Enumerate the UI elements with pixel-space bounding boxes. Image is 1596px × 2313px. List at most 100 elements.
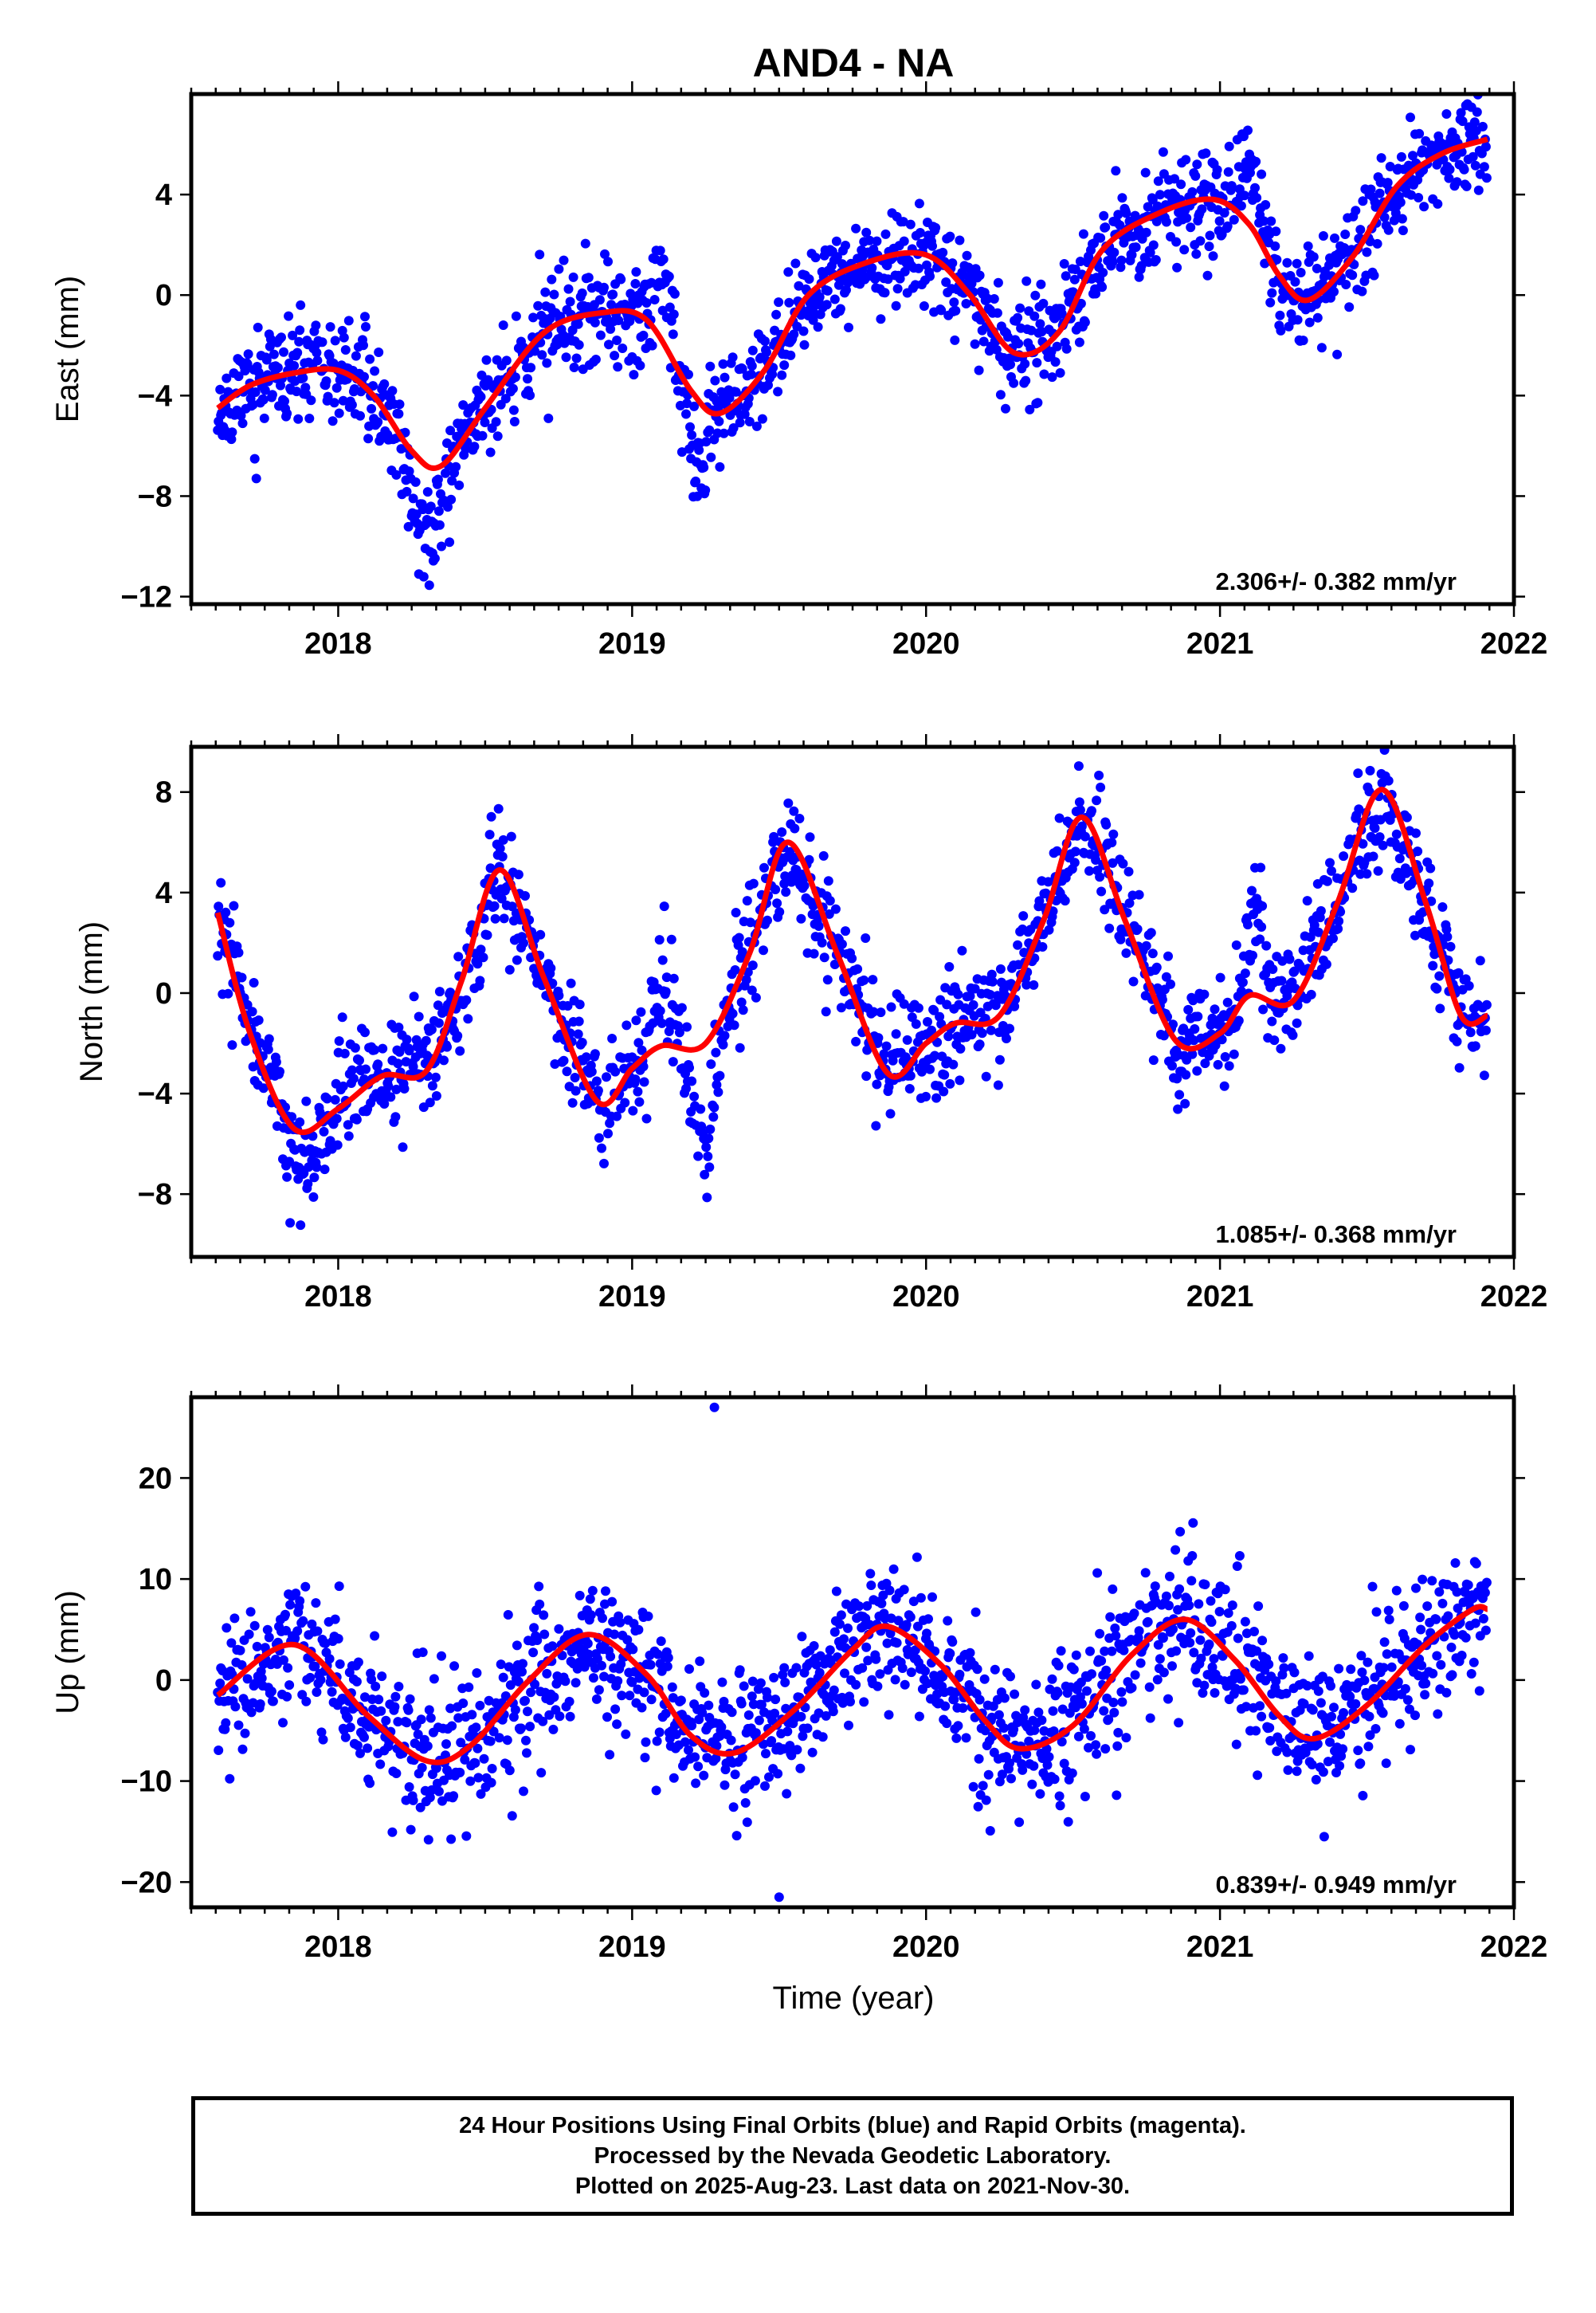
data-point [1006,359,1015,370]
caption-line: 24 Hour Positions Using Final Orbits (bl… [459,2113,1246,2138]
data-point [1427,1576,1437,1586]
data-point [843,1623,853,1633]
data-point [691,476,701,486]
data-point [334,1581,344,1592]
data-point [383,1081,394,1091]
data-point [1405,1704,1414,1714]
data-point [1035,319,1045,329]
data-point [1003,332,1013,342]
data-point [493,803,504,814]
data-point [1115,220,1125,230]
data-point [497,851,508,862]
data-point [814,921,824,931]
data-point [331,1113,342,1124]
data-point [1391,829,1402,839]
data-point [393,1717,403,1727]
data-point [496,893,507,904]
data-point [1073,1731,1084,1742]
data-point [283,1663,293,1673]
data-point [1006,1773,1016,1784]
data-point [229,901,239,911]
data-point [1283,1765,1293,1775]
data-point [1374,832,1385,842]
data-point [402,1718,412,1728]
data-point [1252,1646,1262,1656]
data-point [325,322,335,332]
data-point [931,222,941,233]
data-point [958,269,968,280]
data-point [1346,1664,1356,1675]
data-point [1212,165,1222,175]
data-point [460,1754,470,1765]
data-point [676,1695,686,1706]
data-point [1165,1571,1174,1581]
data-point [1236,201,1246,211]
data-point [1029,1761,1039,1771]
x-tick-label: 2022 [1480,627,1548,661]
data-point [489,901,500,911]
data-point [343,1120,353,1130]
data-point [799,340,810,350]
data-point [859,975,869,985]
data-point [1108,858,1118,868]
data-point [720,1780,730,1790]
data-point [986,1712,997,1722]
data-point [920,1666,930,1676]
data-point [1437,1598,1448,1608]
data-point [595,330,606,340]
data-point [612,1111,622,1121]
data-point [1339,1708,1349,1718]
data-point [625,1691,635,1701]
data-point [394,1682,404,1691]
data-point [1105,1612,1116,1622]
data-point [628,1105,638,1116]
data-point [1358,196,1368,206]
data-point [1054,1791,1065,1801]
data-point [814,292,825,302]
data-point [718,359,728,369]
data-point [853,964,863,974]
data-point [638,330,649,340]
data-point [1197,204,1207,214]
data-point [1410,930,1420,941]
data-point [668,329,678,340]
data-point [658,254,669,265]
data-point [532,1636,543,1645]
data-point [1470,160,1480,171]
data-point [492,431,503,442]
data-point [1080,1792,1090,1801]
data-point [730,1769,740,1780]
data-point [1050,357,1061,367]
data-point [700,1169,710,1180]
data-point [1161,1591,1171,1601]
data-point [296,1220,306,1231]
data-point [1061,344,1072,354]
data-point [252,1641,262,1651]
data-point [1481,173,1492,183]
data-point [936,305,947,316]
data-point [510,1705,520,1715]
data-point [829,1627,840,1637]
data-point [1214,1607,1225,1616]
data-point [1304,317,1315,328]
data-point [1219,208,1229,218]
data-point [606,1651,616,1662]
data-point [1116,934,1126,944]
data-point [840,1668,849,1679]
data-point [293,414,304,424]
data-point [1109,247,1120,257]
data-point [1222,997,1233,1007]
data-point [817,937,827,948]
data-point [1229,214,1239,225]
data-point [1389,215,1399,226]
data-point [292,348,303,358]
data-point [1304,1651,1314,1661]
data-point [1192,159,1202,170]
data-point [1183,1004,1194,1015]
data-point [1276,976,1287,986]
data-point [970,984,980,994]
data-point [1432,1651,1442,1661]
data-point [1444,173,1454,183]
data-point [1119,1645,1129,1655]
data-point [565,296,575,307]
